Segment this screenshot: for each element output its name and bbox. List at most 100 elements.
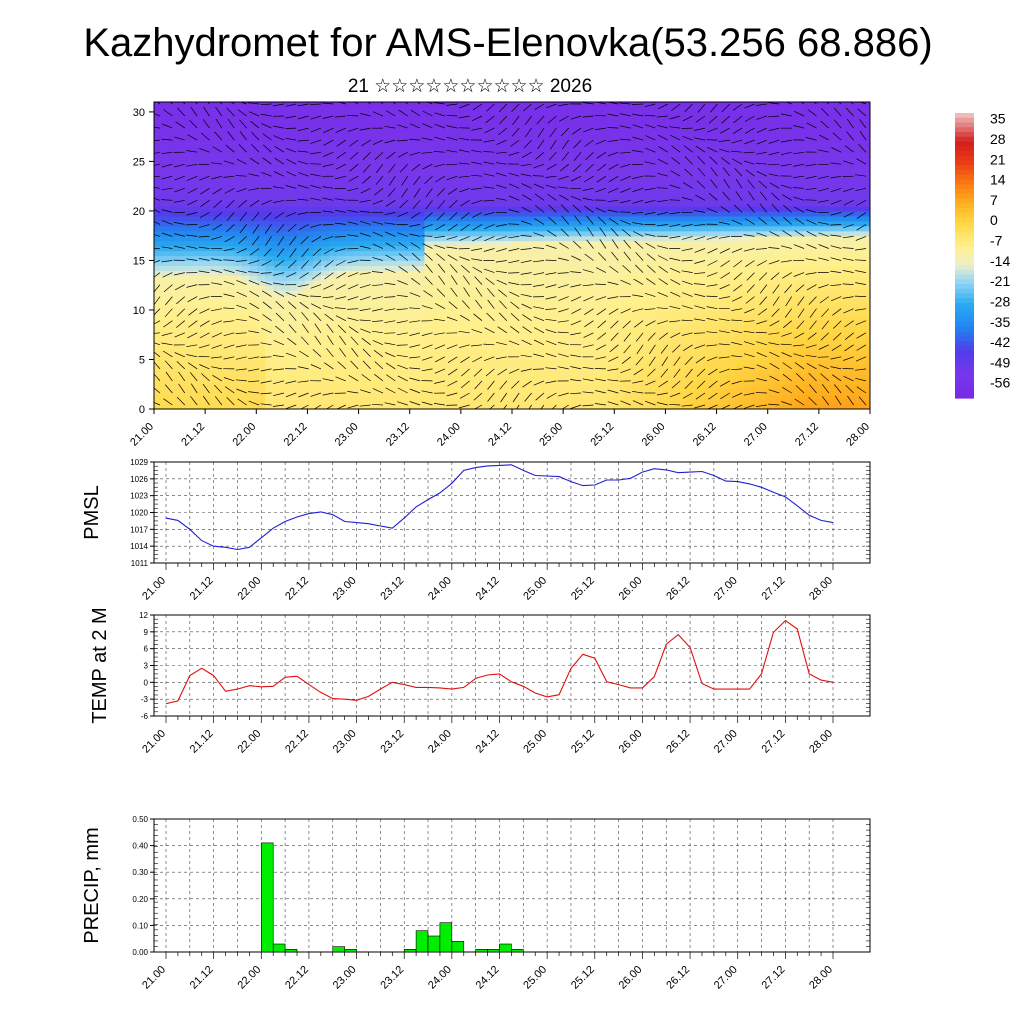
field-cell (154, 240, 163, 247)
field-cell (201, 275, 211, 281)
field-cell (448, 309, 457, 316)
field-cell (655, 201, 664, 207)
field-cell (225, 344, 235, 351)
field-cell (631, 171, 640, 177)
field-cell (193, 314, 203, 321)
field-cell (687, 196, 696, 202)
field-cell (329, 141, 338, 148)
field-cell (567, 339, 577, 346)
field-cell (408, 111, 418, 118)
field-cell (655, 374, 664, 380)
field-cell (408, 374, 418, 380)
field-cell (663, 404, 672, 409)
field-cell (663, 349, 672, 356)
field-cell (368, 280, 378, 286)
field-cell (313, 166, 322, 172)
field-cell (265, 344, 274, 351)
field-cell (583, 379, 593, 385)
field-cell (559, 404, 569, 409)
field-cell (273, 384, 282, 390)
field-cell (321, 131, 330, 138)
field-cell (472, 196, 481, 202)
field-cell (631, 235, 640, 242)
field-cell (297, 166, 306, 172)
field-cell (305, 399, 314, 405)
field-cell (583, 230, 593, 237)
field-cell (623, 215, 632, 222)
field-cell (169, 329, 179, 336)
field-cell (551, 349, 561, 356)
field-cell (185, 141, 195, 148)
field-cell (368, 196, 378, 202)
field-cell (161, 399, 171, 405)
field-cell (352, 171, 362, 177)
field-cell (782, 389, 792, 395)
field-cell (488, 389, 497, 395)
field-cell (257, 205, 266, 212)
field-cell (329, 290, 338, 296)
field-cell (464, 215, 473, 222)
field-cell (225, 384, 235, 390)
field-cell (512, 374, 521, 380)
field-cell (750, 309, 760, 316)
field-cell (472, 151, 481, 158)
field-cell (440, 399, 449, 405)
field-cell (360, 300, 370, 306)
field-cell (392, 379, 402, 385)
field-cell (448, 334, 457, 341)
field-cell (575, 151, 585, 158)
field-cell (352, 404, 362, 409)
field-cell (742, 156, 752, 163)
field-cell (273, 201, 282, 207)
field-cell (161, 384, 171, 390)
field-cell (583, 354, 593, 361)
field-cell (265, 255, 274, 262)
field-cell (384, 201, 394, 207)
field-cell (583, 290, 593, 296)
field-cell (257, 324, 266, 331)
field-cell (392, 210, 402, 217)
field-cell (583, 270, 593, 276)
field-cell (161, 314, 171, 321)
field-cell (607, 349, 617, 356)
field-cell (527, 245, 537, 252)
field-cell (591, 151, 601, 158)
field-cell (161, 156, 171, 163)
field-cell (241, 106, 251, 113)
field-cell (392, 181, 402, 187)
field-cell (607, 136, 617, 143)
field-cell (679, 156, 688, 163)
field-cell (352, 136, 362, 143)
field-cell (543, 300, 553, 306)
field-cell (265, 275, 274, 281)
field-cell (257, 359, 266, 366)
field-cell (209, 260, 219, 266)
field-cell (392, 240, 402, 247)
field-cell (456, 290, 465, 296)
field-cell (671, 196, 680, 202)
field-cell (392, 275, 402, 281)
field-cell (551, 399, 561, 405)
field-cell (679, 176, 688, 182)
field-cell (257, 186, 266, 192)
field-cell (305, 156, 314, 163)
field-cell (527, 250, 537, 257)
field-cell (305, 205, 314, 212)
field-cell (376, 102, 386, 108)
field-cell (281, 171, 290, 177)
field-cell (575, 389, 585, 395)
field-cell (623, 106, 632, 113)
field-cell (750, 270, 760, 276)
field-cell (519, 161, 529, 167)
field-cell (599, 131, 609, 138)
field-cell (257, 156, 266, 163)
field-cell (169, 265, 179, 271)
field-cell (774, 394, 784, 400)
field-cell (273, 270, 282, 276)
field-cell (758, 121, 768, 128)
field-cell (185, 146, 195, 153)
field-cell (209, 285, 219, 291)
field-cell (480, 250, 489, 257)
field-cell (623, 364, 632, 370)
field-cell (456, 394, 465, 400)
